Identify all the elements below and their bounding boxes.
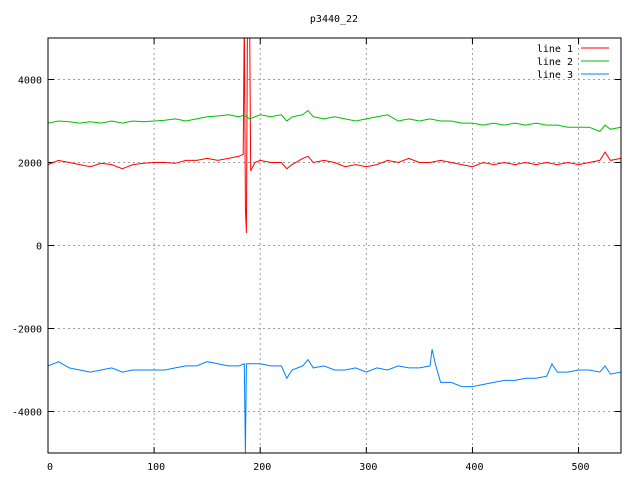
series-line-3 [48, 349, 621, 453]
x-tick-label: 0 [47, 462, 53, 473]
x-tick-label: 100 [147, 462, 165, 473]
legend-label-1: line 1 [537, 44, 573, 55]
legend-label-3: line 3 [537, 70, 573, 81]
x-tick-label: 200 [253, 462, 271, 473]
plot-border [47, 37, 622, 454]
series-line-2 [48, 109, 621, 132]
y-tick-label: -4000 [12, 408, 42, 419]
y-tick-label: 2000 [18, 159, 42, 170]
y-tick-label: 4000 [18, 76, 42, 87]
x-tick-label: 400 [465, 462, 483, 473]
y-tick-label: 0 [36, 242, 42, 253]
y-tick-label: -2000 [12, 325, 42, 336]
x-tick-label: 300 [359, 462, 377, 473]
series-line-1 [48, 38, 621, 234]
legend-label-2: line 2 [537, 57, 573, 68]
chart-title: p3440_22 [310, 14, 358, 25]
x-tick-label: 500 [572, 462, 590, 473]
